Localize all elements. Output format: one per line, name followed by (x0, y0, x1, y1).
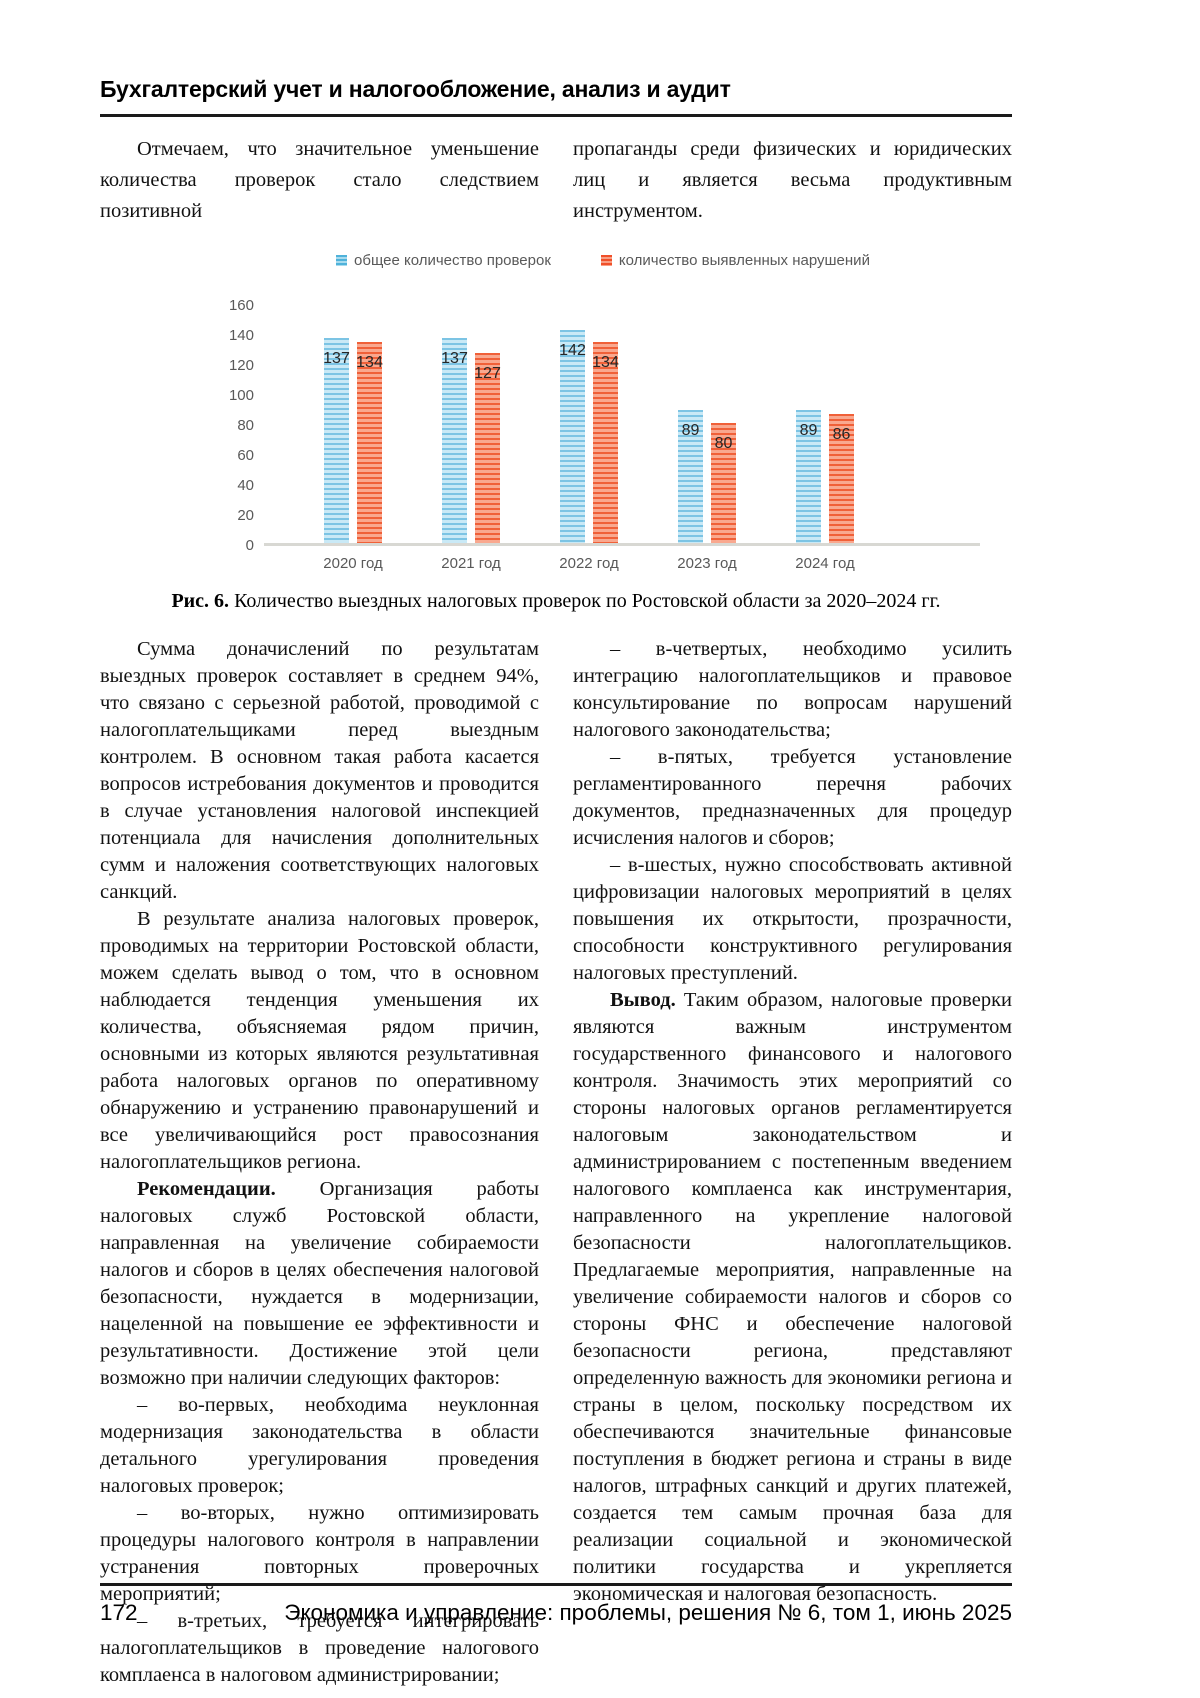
x-axis-label: 2021 год (441, 555, 501, 572)
intro-columns: Отмечаем, что значительное уменьшение ко… (100, 134, 1012, 227)
legend-swatch-icon (336, 254, 348, 266)
paragraph: – в-третьих, требуется интегрировать нал… (100, 1610, 539, 1686)
bar: 89 (796, 409, 821, 543)
paragraph: – в-четвертых, необходимо усилить интегр… (573, 638, 1012, 741)
header-rule (100, 114, 1012, 117)
bar: 137 (323, 337, 350, 543)
y-tick-label: 100 (228, 387, 254, 404)
legend-item: общее количество проверок (336, 251, 551, 269)
bar-group: 142 134 2022 год (559, 330, 619, 572)
intro-paragraph-left: Отмечаем, что значительное уменьшение ко… (100, 138, 539, 222)
bar: 134 (356, 342, 383, 543)
legend-label: общее количество проверок (354, 251, 551, 269)
paragraph: – во-первых, необходима неуклонная модер… (100, 1394, 539, 1497)
x-axis-label: 2023 год (677, 555, 737, 572)
y-tick-label: 60 (237, 447, 254, 464)
y-tick-label: 160 (228, 297, 254, 314)
legend-item: количество выявленных нарушений (600, 251, 870, 269)
page-footer: 172 Экономика и управление: проблемы, ре… (100, 1572, 1012, 1626)
y-tick-label: 0 (245, 537, 254, 554)
paragraph-lead: Вывод. (610, 989, 676, 1011)
bar: 86 (829, 414, 854, 543)
paragraph: Вывод. Таким образом, налоговые проверки… (573, 989, 1012, 1605)
figure-caption-text: Количество выездных налоговых проверок п… (234, 590, 941, 612)
body-right-column: – в-четвертых, необходимо усилить интегр… (573, 636, 1012, 1689)
paragraph: Сумма доначислений по результатам выездн… (100, 638, 539, 903)
bar-value-label: 137 (323, 349, 350, 367)
paragraph: Рекомендации. Организация работы налогов… (100, 1178, 539, 1389)
bar-value-label: 137 (441, 349, 468, 367)
bar-value-label: 127 (474, 364, 501, 382)
footer-rule (100, 1583, 1012, 1586)
body-columns: Сумма доначислений по результатам выездн… (100, 636, 1012, 1689)
legend-swatch-icon (600, 254, 612, 266)
bar-group: 89 86 2024 год (795, 409, 855, 572)
bar: 142 (559, 330, 586, 543)
legend-label: количество выявленных нарушений (618, 251, 870, 269)
running-head: Бухгалтерский учет и налогообложение, ан… (100, 76, 731, 102)
paragraph: – в-шестых, нужно способствовать активно… (573, 854, 1012, 984)
bar-group: 137 134 2020 год (323, 337, 383, 572)
x-axis-label: 2024 год (795, 555, 855, 572)
bar-value-label: 134 (592, 354, 619, 371)
bar: 89 (678, 409, 703, 543)
bar-groups: 137 134 2020 год 137 127 2021 год 142 134 2022 г… (264, 306, 914, 572)
y-tick-label: 80 (237, 417, 254, 434)
y-tick-label: 120 (228, 357, 254, 374)
figure-caption-label: Рис. 6. (171, 590, 230, 612)
chart-legend: общее количество проверок количество выяв… (218, 251, 988, 269)
y-tick-label: 40 (237, 477, 254, 494)
paragraph-lead: Рекомендации. (137, 1178, 276, 1200)
y-tick-label: 140 (228, 327, 254, 344)
journal-line: Экономика и управление: проблемы, решени… (284, 1600, 1012, 1625)
bar-value-label: 80 (714, 435, 733, 452)
y-tick-label: 20 (237, 507, 254, 524)
bar-group: 89 80 2023 год (677, 409, 737, 572)
intro-right-column: пропаганды среди физических и юридически… (573, 134, 1012, 227)
bar: 127 (474, 352, 501, 543)
body-left-column: Сумма доначислений по результатам выездн… (100, 636, 539, 1689)
paragraph: – во-вторых, нужно оптимизировать процед… (100, 1502, 539, 1605)
bar-chart: общее количество проверок количество выяв… (218, 251, 988, 572)
bar-group: 137 127 2021 год (441, 337, 501, 572)
y-axis: 0 20 40 60 80 100 120 140 160 (218, 298, 264, 554)
bar-value-label: 134 (356, 354, 383, 371)
bar: 80 (711, 423, 736, 543)
bar-value-label: 89 (681, 421, 700, 439)
bar: 134 (592, 342, 619, 543)
bar: 137 (441, 337, 468, 543)
figure-6: общее количество проверок количество выяв… (100, 251, 1012, 614)
chart-area: 0 20 40 60 80 100 120 140 160 137 134 2020 год 137 1… (218, 298, 988, 572)
paragraph: – в-пятых, требуется установление реглам… (573, 746, 1012, 849)
x-axis-label: 2020 год (323, 555, 383, 572)
plot-area: 137 134 2020 год 137 127 2021 год 142 134 2022 г… (264, 306, 980, 572)
intro-paragraph-right: пропаганды среди физических и юридически… (573, 138, 1012, 222)
intro-left-column: Отмечаем, что значительное уменьшение ко… (100, 134, 539, 227)
bar-value-label: 89 (799, 421, 818, 439)
x-axis-label: 2022 год (559, 555, 619, 572)
bar-value-label: 142 (559, 342, 586, 359)
paragraph: В результате анализа налоговых проверок,… (100, 908, 539, 1173)
bar-value-label: 86 (832, 426, 851, 443)
page-number: 172 (100, 1600, 138, 1625)
figure-caption: Рис. 6. Количество выездных налоговых пр… (100, 588, 1012, 614)
